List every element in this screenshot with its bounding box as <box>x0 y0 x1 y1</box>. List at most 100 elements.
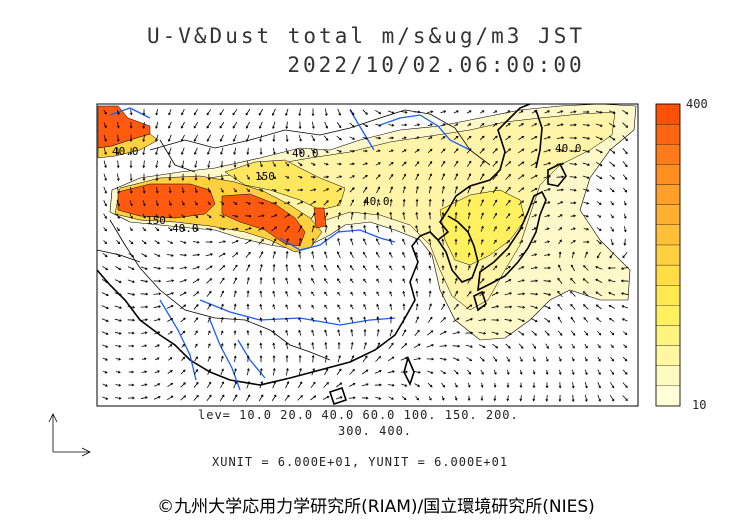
wind-vector-head <box>104 191 107 194</box>
wind-vector <box>348 397 356 399</box>
wind-vector-head <box>609 255 613 259</box>
wind-vector-head <box>363 291 366 295</box>
wind-vector-head <box>429 397 432 401</box>
wind-vector <box>140 279 148 283</box>
wind-vector <box>596 227 602 231</box>
wind-vector <box>272 381 276 389</box>
wind-vector-head <box>259 152 263 155</box>
wind-vector <box>351 342 353 350</box>
wind-vector-head <box>403 186 406 189</box>
wind-vector-head <box>442 173 445 176</box>
wind-vector <box>143 186 145 194</box>
wind-vector-head <box>377 186 380 190</box>
wind-vector-head <box>391 397 394 400</box>
wind-vector-head <box>625 372 628 375</box>
wind-vector-head <box>132 331 135 335</box>
wind-vector-head <box>495 135 498 139</box>
wind-vector <box>350 278 354 284</box>
wind-vector <box>597 330 601 336</box>
wind-vector-head <box>362 251 366 255</box>
wind-vector-head <box>441 198 445 202</box>
wind-vector <box>467 369 471 375</box>
wind-vector-head <box>403 397 407 401</box>
border-south <box>269 329 331 361</box>
wind-vector <box>558 239 562 245</box>
wind-vector-head <box>548 293 552 296</box>
wind-vector-head <box>259 303 263 307</box>
wind-vector <box>428 239 432 245</box>
wind-vector <box>101 292 109 296</box>
wind-vector <box>595 266 603 270</box>
wind-vector-head <box>417 329 420 333</box>
wind-vector <box>479 356 485 362</box>
wind-vector-head <box>365 112 368 115</box>
wind-vector <box>114 318 122 322</box>
wind-vector-head <box>521 213 524 217</box>
wind-vector <box>376 342 380 350</box>
wind-vector-head <box>468 123 472 126</box>
wind-vector <box>478 319 486 321</box>
wind-vector <box>155 134 159 142</box>
wind-vector-head <box>170 318 174 321</box>
wind-vector-head <box>415 290 419 294</box>
wind-vector-head <box>402 211 406 215</box>
wind-vector <box>518 227 524 231</box>
wind-vector-head <box>156 203 159 207</box>
wind-vector <box>127 306 135 308</box>
wind-vector <box>376 225 380 233</box>
wind-vector-head <box>299 175 303 179</box>
wind-vector <box>454 278 458 284</box>
wind-vector <box>117 122 119 128</box>
wind-vector <box>467 382 471 388</box>
wind-vector <box>401 383 407 387</box>
wind-vector-head <box>272 342 276 346</box>
wind-vector-head <box>298 250 302 254</box>
wind-vector-head <box>285 354 289 358</box>
wind-vector <box>466 304 472 310</box>
wind-vector <box>377 329 379 337</box>
wind-vector <box>221 174 223 180</box>
wind-vector-head <box>247 177 250 180</box>
wind-vector <box>128 253 134 257</box>
wind-vector-head <box>494 186 498 190</box>
wind-vector-head <box>545 385 549 389</box>
colorbar-frame <box>655 103 681 407</box>
wind-vector-head <box>483 331 487 335</box>
wind-vector <box>491 305 499 309</box>
wind-vector-head <box>349 264 353 268</box>
wind-vector <box>297 395 303 401</box>
wind-vector <box>311 317 315 323</box>
wind-vector <box>245 394 251 402</box>
wind-vector-head <box>220 342 224 346</box>
wind-vector <box>336 200 342 206</box>
wind-vector-head <box>106 306 109 310</box>
wind-vector <box>427 316 433 324</box>
wind-vector <box>415 186 419 194</box>
wind-vector <box>349 150 355 152</box>
wind-vector <box>168 160 172 168</box>
wind-vector-head <box>260 380 263 384</box>
wind-vector-head <box>298 291 301 294</box>
wind-vector-head <box>259 139 262 143</box>
wind-vector <box>273 277 275 285</box>
wind-vector-head <box>365 124 369 127</box>
wind-vector <box>218 241 226 243</box>
wind-vector-head <box>272 355 276 358</box>
wind-vector-head <box>456 317 460 321</box>
wind-vector <box>233 147 237 155</box>
wind-vector <box>285 148 289 154</box>
wind-vector <box>103 109 107 115</box>
wind-vector-head <box>533 359 536 362</box>
wind-vector-head <box>404 343 408 346</box>
wind-vector-head <box>428 251 432 255</box>
wind-vector <box>310 188 316 192</box>
wind-vector <box>401 343 407 349</box>
wind-vector-head <box>143 203 146 207</box>
wind-vector <box>180 369 186 375</box>
wind-vector <box>609 382 615 388</box>
wind-vector-head <box>378 136 382 140</box>
wind-vector <box>429 225 431 233</box>
wind-vector <box>414 383 420 387</box>
wind-vector-head <box>183 241 187 244</box>
wind-vector-head <box>326 381 329 385</box>
